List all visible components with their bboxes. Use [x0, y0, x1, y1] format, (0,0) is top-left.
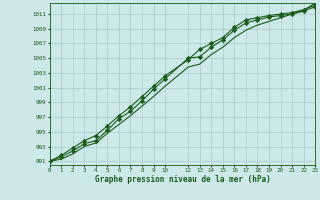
X-axis label: Graphe pression niveau de la mer (hPa): Graphe pression niveau de la mer (hPa): [94, 175, 270, 184]
